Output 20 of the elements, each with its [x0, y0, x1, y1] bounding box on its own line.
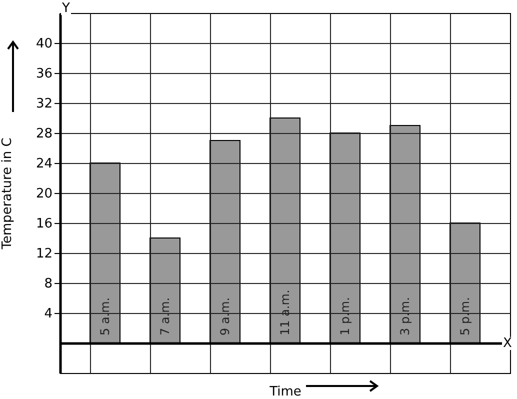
- x-axis-title: Time: [268, 384, 302, 399]
- y-tick-label: 28: [36, 126, 52, 142]
- x-tick-label: 5 p.m.: [458, 297, 472, 336]
- y-tick-label: 40: [36, 36, 52, 52]
- annotation: X: [502, 336, 513, 351]
- y-tick-label: 32: [36, 96, 52, 112]
- y-tick-label: 8: [44, 276, 52, 292]
- y-tick-label: 20: [36, 186, 52, 202]
- y-tick-label: 36: [36, 66, 52, 82]
- annotation: Y: [61, 1, 71, 16]
- x-tick-label: 7 a.m.: [158, 297, 172, 336]
- y-tick-label: 24: [36, 156, 52, 172]
- x-tick-label: 5 a.m.: [98, 297, 112, 336]
- y-tick-label: 4: [44, 306, 52, 322]
- y-tick-label: 16: [36, 216, 52, 232]
- x-tick-label: 3 p.m.: [398, 297, 412, 336]
- x-tick-label: 1 p.m.: [338, 297, 352, 336]
- y-tick-label: 12: [36, 246, 52, 262]
- y-axis-title: Temperature in C: [0, 138, 15, 250]
- x-tick-label: 9 a.m.: [218, 297, 232, 336]
